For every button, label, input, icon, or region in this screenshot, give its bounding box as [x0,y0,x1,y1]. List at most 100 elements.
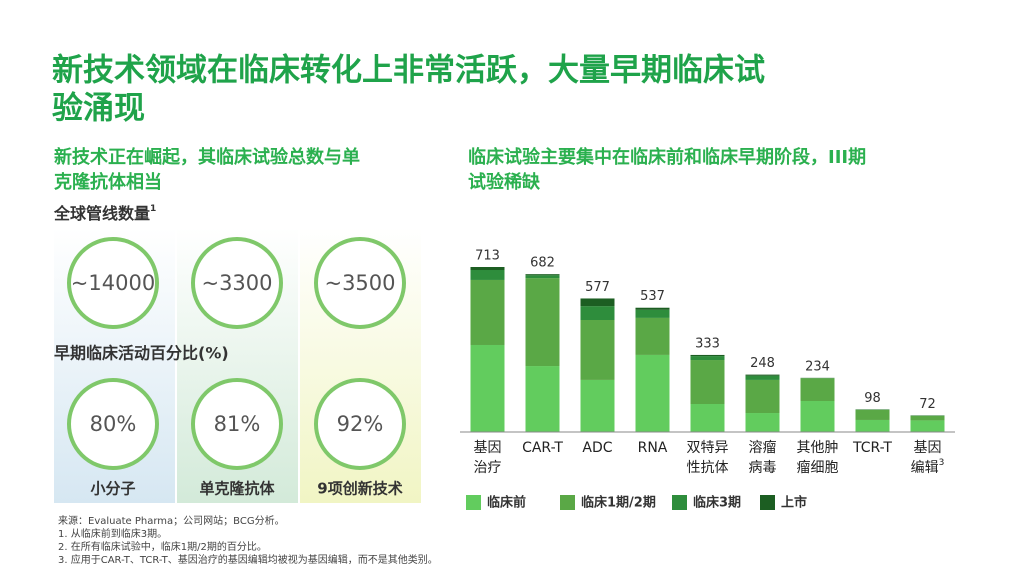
bar-segment [470,344,505,432]
legend-label: 临床1期/2期 [581,495,656,511]
category-label: 基因编辑3 [911,439,945,476]
early-percent: 92% [337,412,384,436]
category-label: RNA [638,440,668,456]
category-label: CAR-T [522,440,563,456]
bar-segment [855,409,890,420]
circle [314,378,406,470]
category-label: 双特异性抗体 [687,440,729,476]
category-line: TCR-T [852,440,892,456]
category-line: 溶瘤 [749,439,777,456]
category-label: TCR-T [852,440,892,456]
legend-label: 临床前 [487,495,526,511]
footnote: 1. 从临床前到临床3期。 [58,527,167,540]
bar-segment [635,307,670,310]
bar-segment [745,413,780,432]
bar-segment [580,379,615,432]
pipeline-heading: 全球管线数量1 [53,204,156,223]
bar-segment [690,354,725,357]
bar-segment [470,270,505,280]
legend-swatch [466,495,481,510]
circle [191,378,283,470]
bar-segment [745,379,780,414]
bar-segment [745,375,780,380]
footnote: 来源：Evaluate Pharma；公司网站；BCG分析。 [58,514,285,527]
footnote-mark: 3 [939,458,945,468]
bar-segment [525,366,560,432]
bar-segment [525,275,560,279]
circle [314,237,406,329]
bar-segment [855,419,890,432]
pipeline-count: ~14000 [71,271,155,295]
category-line: 其他肿 [797,440,839,456]
total-label: 713 [475,249,500,264]
bar-segment [525,278,560,367]
early-percent: 81% [214,412,261,436]
category-label: ADC [582,440,612,456]
category-line: 编辑 [911,460,939,476]
pipeline-count: ~3500 [324,271,395,295]
total-label: 577 [585,280,610,295]
footnote: 3. 应用于CAR-T、TCR-T、基因治疗的基因编辑均被视为基因编辑，而不是其… [58,553,438,566]
total-label: 537 [640,289,665,304]
bar-segment [635,354,670,432]
category-line: RNA [638,440,668,456]
bar-segment [690,403,725,432]
bar-segment [910,415,945,421]
total-label: 333 [695,336,720,351]
circle [67,237,159,329]
circle [191,237,283,329]
title-line: 验涌现 [52,91,145,127]
total-label: 98 [864,391,881,406]
category-label: 其他肿瘤细胞 [797,440,839,476]
bar-segment [470,267,505,271]
category-line: 基因 [914,439,942,456]
legend-label: 临床3期 [693,495,741,511]
category-line: 病毒 [749,460,777,476]
category-label: 溶瘤病毒 [749,439,777,476]
category-label: 基因治疗 [474,439,502,476]
category-line: 基因 [474,439,502,456]
bar-segment [690,360,725,404]
legend-swatch [672,495,687,510]
legend-label: 上市 [781,495,807,511]
chart-subtitle: 临床试验主要集中在临床前和临床早期阶段，III期 [468,146,866,168]
total-label: 682 [530,256,555,271]
bar-segment [800,400,835,432]
title-line: 新技术领域在临床转化上非常活跃，大量早期临床试 [52,53,765,89]
bar-segment [580,298,615,307]
category-line: CAR-T [522,440,563,456]
group-label: 小分子 [90,480,135,498]
legend-swatch [760,495,775,510]
bar-segment [580,306,615,320]
footnote: 2. 在所有临床试验中，临床1期/2期的百分比。 [58,540,267,553]
bar-segment [745,374,780,376]
category-line: 瘤细胞 [797,459,839,476]
left-subtitle: 克隆抗体相当 [54,171,162,193]
early-percent: 80% [90,412,137,436]
bar-segment [580,319,615,380]
bar-segment [635,309,670,318]
category-line: 性抗体 [687,460,729,476]
total-label: 72 [919,397,936,412]
group-label: 9项创新技术 [317,480,402,498]
heading-text: 全球管线数量 [53,204,150,223]
footnote-mark: 1 [150,204,156,214]
bar-segment [690,356,725,361]
total-label: 248 [750,356,775,371]
category-line: 治疗 [474,460,502,476]
circles [67,237,406,470]
legend-swatch [560,495,575,510]
category-line: 双特异 [687,440,729,456]
bar-segment [635,317,670,355]
chart-subtitle: 试验稀缺 [468,171,541,193]
bar-segment [910,420,945,432]
bar-segment [800,378,835,401]
group-label: 单克隆抗体 [199,480,275,498]
circle [67,378,159,470]
pipeline-count: ~3300 [201,271,272,295]
early-heading: 早期临床活动百分比(%) [54,344,229,363]
bar-segment [525,274,560,276]
left-subtitle: 新技术正在崛起，其临床试验总数与单 [54,146,360,168]
total-label: 234 [805,359,830,374]
